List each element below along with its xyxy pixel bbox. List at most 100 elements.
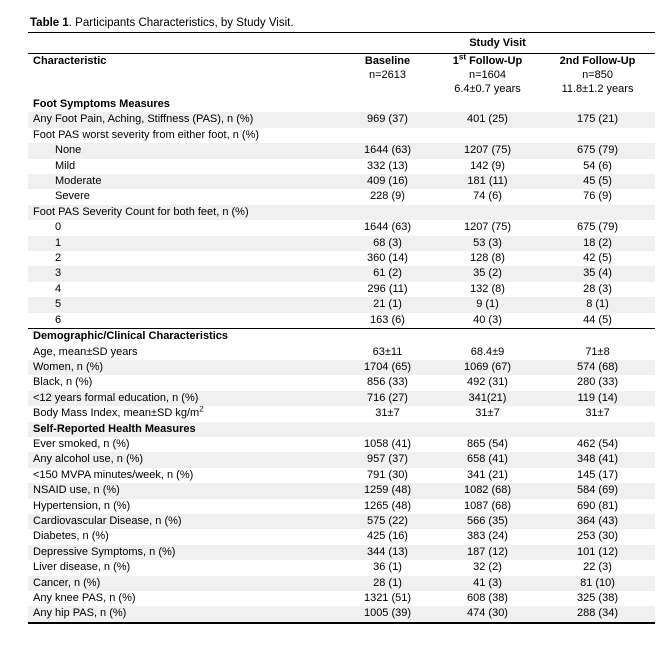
value-cell: 68 (3) xyxy=(373,236,402,249)
row-label: 5 xyxy=(55,298,62,311)
value-cell: 332 (13) xyxy=(367,159,408,172)
section-header-row: Self-Reported Health Measures xyxy=(28,421,656,437)
followup-years-row: 6.4±0.7 years 11.8±1.2 years xyxy=(28,83,655,97)
value-cell: 383 (24) xyxy=(467,530,508,543)
row-label: Age, mean±SD years xyxy=(33,345,138,358)
value-cell: 865 (54) xyxy=(467,437,508,450)
table-row: 1 68 (3) 53 (3) 18 (2) xyxy=(28,235,656,252)
value-cell: 53 (3) xyxy=(473,236,502,249)
table-row: Hypertension, n (%) 1265 (48) 1087 (68) 690… xyxy=(28,499,655,514)
table-row: Ever smoked, n (%) 1058 (41) 865 (54) 462 (… xyxy=(28,437,655,452)
value-cell: 575 (22) xyxy=(367,514,408,527)
col-header-characteristic: Characteristic xyxy=(33,55,107,67)
table-caption-number: Table 1 xyxy=(30,17,69,29)
n-second-followup: n=850 xyxy=(582,69,613,82)
table-row: Mild 332 (13) 142 (9) 54 (6) xyxy=(28,159,655,174)
table-row: 4 296 (11) 132 (8) 28 (3) xyxy=(28,282,655,297)
table-row: Any alcohol use, n (%) 957 (37) 658 (41) 34… xyxy=(28,452,656,468)
row-label: Liver disease, n (%) xyxy=(33,561,131,574)
row-label: Diabetes, n (%) xyxy=(33,530,109,543)
value-cell: 31±7 xyxy=(475,407,500,420)
value-cell: 1644 (63) xyxy=(363,144,412,157)
value-cell: 409 (16) xyxy=(367,175,408,188)
value-cell: 1207 (75) xyxy=(463,221,512,234)
value-cell: 1265 (48) xyxy=(363,499,412,512)
value-cell: 63±11 xyxy=(372,345,403,358)
table-row: Any hip PAS, n (%) 1005 (39) 474 (30) 288 (… xyxy=(28,606,656,624)
value-cell: 31±7 xyxy=(585,407,610,420)
value-cell: 608 (38) xyxy=(467,592,508,604)
value-cell: 187 (12) xyxy=(467,545,508,558)
row-label: Mild xyxy=(55,159,76,172)
value-cell: 35 (4) xyxy=(583,267,612,280)
value-cell: 1005 (39) xyxy=(340,606,435,624)
value-cell: 969 (37) xyxy=(367,113,408,126)
row-label: <12 years formal education, n (%) xyxy=(33,391,199,404)
col-header-baseline: Baseline xyxy=(364,55,411,67)
value-cell: 119 (14) xyxy=(577,391,618,404)
value-cell xyxy=(340,128,435,143)
years-blank-cell xyxy=(28,83,340,97)
spanner-label: Study Visit xyxy=(340,32,656,54)
section-title: Self-Reported Health Measures xyxy=(33,422,196,435)
table-row: 6 163 (6) 40 (3) 44 (5) xyxy=(28,313,655,329)
value-cell: 856 (33) xyxy=(367,376,408,389)
spanner-blank-cell xyxy=(28,32,340,54)
value-cell: 348 (41) xyxy=(577,453,618,466)
row-label: Moderate xyxy=(55,175,102,188)
value-cell: 181 (11) xyxy=(467,175,508,188)
column-header-row: Characteristic Baseline 1st Follow-Up 2n… xyxy=(28,54,655,70)
value-cell: 101 (12) xyxy=(577,545,618,558)
value-cell: 228 (9) xyxy=(370,190,405,203)
value-cell: 36 (1) xyxy=(373,561,402,574)
table-row: Cardiovascular Disease, n (%) 575 (22) 566… xyxy=(28,513,656,530)
table-row: 0 1644 (63) 1207 (75) 675 (79) xyxy=(28,220,655,235)
value-cell: 401 (25) xyxy=(467,113,508,126)
value-cell: 145 (17) xyxy=(577,468,618,481)
value-cell: 44 (5) xyxy=(583,313,612,326)
value-cell: 28 (3) xyxy=(583,282,612,295)
value-cell: 675 (79) xyxy=(577,144,618,157)
table-body: Foot Symptoms Measures Any Foot Pain, Ach… xyxy=(28,97,656,624)
row-label: Women, n (%) xyxy=(33,360,104,373)
value-cell: 71±8 xyxy=(585,345,610,358)
n-blank-cell xyxy=(28,69,340,83)
value-cell: 341(21) xyxy=(468,391,507,404)
value-cell: 288 (34) xyxy=(540,606,656,624)
table-row: 2 360 (14) 128 (8) 42 (5) xyxy=(28,251,655,266)
value-cell: 132 (8) xyxy=(470,282,505,295)
value-cell xyxy=(340,205,435,220)
value-cell: 32 (2) xyxy=(473,561,502,574)
row-label: Cancer, n (%) xyxy=(33,576,101,589)
row-label: 0 xyxy=(55,221,62,234)
value-cell: 658 (41) xyxy=(467,453,508,466)
value-cell: 1087 (68) xyxy=(463,499,512,512)
row-label: None xyxy=(55,144,82,157)
value-cell: 325 (38) xyxy=(577,592,618,604)
row-label: 2 xyxy=(55,252,62,265)
value-cell: 791 (30) xyxy=(367,468,408,481)
row-label: Body Mass Index, mean±SD kg/m2 xyxy=(33,406,204,420)
section-header-row: Foot Symptoms Measures xyxy=(28,97,655,112)
years-second-followup: 11.8±1.2 years xyxy=(561,83,634,96)
value-cell xyxy=(435,128,540,143)
value-cell: 163 (6) xyxy=(370,313,405,326)
section-title: Demographic/Clinical Characteristics xyxy=(28,328,656,345)
value-cell: 74 (6) xyxy=(473,190,502,203)
document-page: Table 1. Participants Characteristics, b… xyxy=(0,16,662,670)
value-cell: 40 (3) xyxy=(473,313,502,326)
value-cell: 425 (16) xyxy=(367,530,408,543)
value-cell: 28 (1) xyxy=(373,576,402,589)
value-cell: 1644 (63) xyxy=(363,221,412,234)
row-label: 1 xyxy=(55,236,62,249)
value-cell: 21 (1) xyxy=(373,298,402,311)
value-cell: 142 (9) xyxy=(470,159,505,172)
row-label: Any hip PAS, n (%) xyxy=(28,606,340,624)
table-row: <150 MVPA minutes/week, n (%) 791 (30) 341… xyxy=(28,468,655,483)
table-row: Age, mean±SD years 63±11 68.4±9 71±8 xyxy=(28,345,655,360)
value-cell: 344 (13) xyxy=(367,545,408,558)
value-cell: 462 (54) xyxy=(577,437,618,450)
row-label: Foot PAS worst severity from either foot… xyxy=(33,128,259,141)
value-cell: 584 (69) xyxy=(577,484,618,497)
value-cell xyxy=(540,128,655,143)
